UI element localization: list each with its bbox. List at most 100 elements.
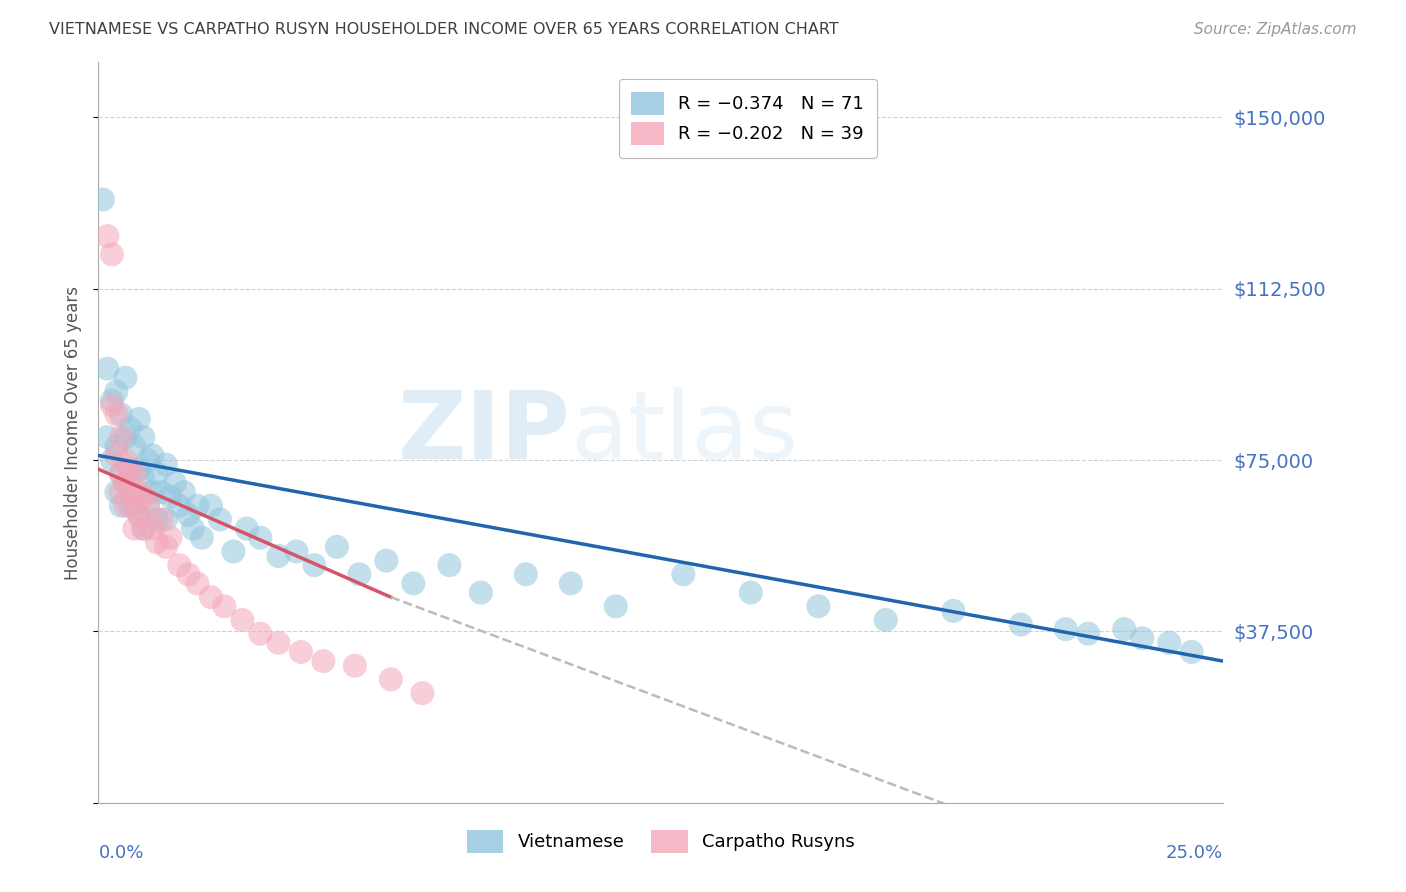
Point (177, 508, 200, 522)
Point (96, 229, 118, 244)
Point (605, 599, 627, 614)
Point (128, 508, 150, 522)
Point (380, 673, 402, 687)
Point (105, 485, 128, 500)
Point (191, 531, 214, 545)
Point (186, 499, 208, 513)
Point (110, 430, 132, 444)
Point (114, 475, 136, 490)
Point (470, 585, 492, 599)
Point (114, 475, 136, 490)
Point (101, 247, 124, 261)
Point (132, 522, 155, 536)
Y-axis label: Householder Income Over 65 years: Householder Income Over 65 years (65, 285, 83, 580)
Text: ZIP: ZIP (398, 386, 571, 479)
Point (439, 558, 461, 573)
Point (110, 499, 132, 513)
Point (304, 558, 326, 573)
Point (146, 467, 169, 481)
Point (96, 361, 118, 376)
Point (249, 626, 271, 640)
Point (1130, 632, 1153, 646)
Point (124, 467, 146, 481)
Point (141, 485, 163, 500)
Point (118, 499, 141, 513)
Point (141, 449, 163, 463)
Point (105, 449, 128, 463)
Text: Source: ZipAtlas.com: Source: ZipAtlas.com (1194, 22, 1357, 37)
Point (124, 499, 146, 513)
Point (105, 439, 128, 453)
Point (101, 453, 124, 467)
Point (159, 531, 181, 545)
Point (200, 499, 222, 513)
Point (110, 467, 132, 481)
Point (114, 499, 136, 513)
Point (132, 430, 155, 444)
Point (150, 512, 173, 526)
Point (1181, 645, 1204, 659)
Point (155, 458, 177, 472)
Point (343, 658, 366, 673)
Point (249, 531, 271, 545)
Point (155, 512, 177, 526)
Point (740, 585, 762, 599)
Point (110, 485, 132, 500)
Point (1010, 617, 1032, 632)
Point (312, 654, 335, 668)
Point (285, 544, 308, 558)
Point (326, 540, 349, 554)
Text: VIETNAMESE VS CARPATHO RUSYN HOUSEHOLDER INCOME OVER 65 YEARS CORRELATION CHART: VIETNAMESE VS CARPATHO RUSYN HOUSEHOLDER… (49, 22, 839, 37)
Point (118, 421, 141, 435)
Point (186, 576, 208, 591)
Point (1077, 626, 1099, 640)
Point (155, 540, 177, 554)
Text: 0.0%: 0.0% (98, 844, 143, 862)
Point (128, 485, 150, 500)
Point (124, 485, 146, 500)
Point (146, 512, 169, 526)
Text: atlas: atlas (571, 386, 799, 479)
Point (91, 193, 114, 207)
Legend: Vietnamese, Carpatho Rusyns: Vietnamese, Carpatho Rusyns (460, 822, 862, 861)
Point (141, 522, 163, 536)
Point (807, 599, 830, 614)
Point (177, 567, 200, 582)
Point (214, 599, 236, 614)
Point (515, 567, 537, 582)
Point (200, 590, 222, 604)
Point (132, 471, 155, 485)
Point (110, 467, 132, 481)
Text: 25.0%: 25.0% (1166, 844, 1223, 862)
Point (136, 499, 159, 513)
Point (236, 522, 259, 536)
Point (411, 686, 433, 700)
Point (1114, 622, 1136, 636)
Point (132, 522, 155, 536)
Point (875, 613, 897, 627)
Point (222, 544, 245, 558)
Point (132, 490, 155, 504)
Point (101, 398, 124, 412)
Point (159, 490, 181, 504)
Point (1159, 636, 1181, 650)
Point (136, 499, 159, 513)
Point (267, 549, 290, 563)
Point (181, 522, 204, 536)
Point (169, 558, 191, 573)
Point (136, 453, 159, 467)
Point (118, 485, 141, 500)
Point (128, 412, 150, 426)
Point (208, 512, 231, 526)
Point (146, 535, 169, 549)
Point (173, 485, 195, 500)
Point (402, 576, 425, 591)
Point (169, 499, 191, 513)
Point (114, 453, 136, 467)
Point (560, 576, 582, 591)
Point (942, 604, 965, 618)
Point (150, 485, 173, 500)
Point (105, 384, 128, 399)
Point (124, 522, 146, 536)
Point (231, 613, 253, 627)
